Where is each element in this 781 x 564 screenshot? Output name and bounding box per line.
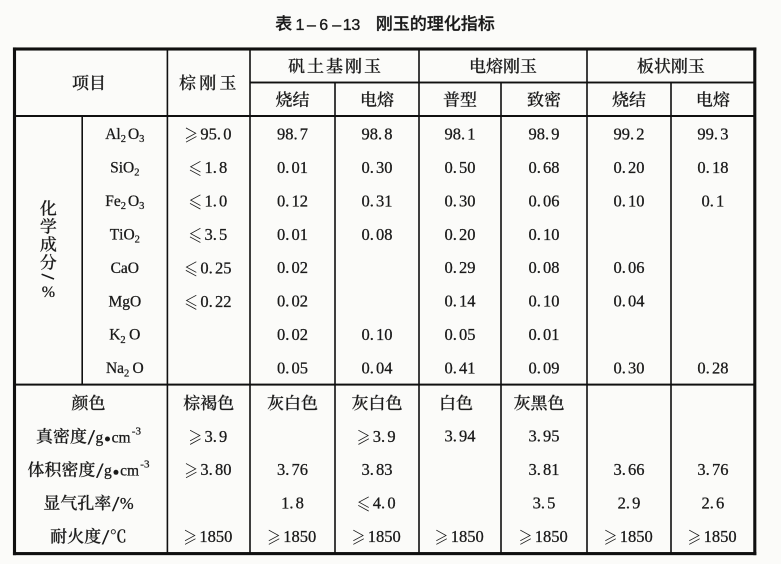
svg-text:2: 2 [134, 168, 139, 179]
svg-text:O: O [128, 193, 139, 210]
svg-text:0.02: 0.02 [277, 292, 308, 311]
svg-text:3.76: 3.76 [277, 460, 308, 479]
svg-text:0.31: 0.31 [361, 191, 392, 210]
svg-text:1.8: 1.8 [281, 493, 304, 512]
svg-text:0.05: 0.05 [444, 325, 475, 344]
svg-text:0.01: 0.01 [277, 225, 308, 244]
svg-text:0.04: 0.04 [361, 359, 392, 378]
svg-text:2: 2 [121, 134, 126, 145]
svg-text:Na: Na [106, 360, 124, 377]
svg-text:1850: 1850 [535, 527, 568, 546]
svg-text:O: O [129, 327, 140, 344]
svg-text:0.01: 0.01 [528, 325, 559, 344]
svg-text:3: 3 [139, 201, 144, 212]
svg-text:0.30: 0.30 [613, 359, 644, 378]
svg-text:0.08: 0.08 [361, 225, 392, 244]
svg-text:1.8: 1.8 [204, 158, 227, 177]
svg-text:cm: cm [120, 463, 139, 480]
svg-text:0.20: 0.20 [613, 158, 644, 177]
svg-text:2: 2 [121, 201, 126, 212]
svg-text:0.14: 0.14 [444, 292, 475, 311]
svg-text:0.05: 0.05 [277, 359, 308, 378]
svg-text:0.08: 0.08 [528, 258, 559, 277]
svg-text:0.30: 0.30 [444, 191, 475, 210]
svg-text:0.02: 0.02 [277, 325, 308, 344]
svg-text:0.10: 0.10 [361, 325, 392, 344]
svg-text:98.8: 98.8 [361, 124, 392, 143]
svg-text:2: 2 [120, 335, 125, 346]
svg-text:TiO: TiO [110, 226, 135, 243]
svg-text:3.81: 3.81 [528, 460, 559, 479]
svg-text:O: O [128, 126, 139, 143]
svg-text:0.01: 0.01 [277, 158, 308, 177]
svg-text:-3: -3 [140, 459, 150, 471]
svg-text:-3: -3 [132, 425, 142, 437]
svg-text:0.06: 0.06 [528, 191, 559, 210]
svg-text:SiO: SiO [110, 159, 134, 176]
svg-text:3.95: 3.95 [528, 427, 559, 446]
svg-text:0.04: 0.04 [613, 292, 644, 311]
svg-text:1850: 1850 [451, 527, 484, 546]
svg-text:1850: 1850 [199, 527, 232, 546]
svg-text:1.0: 1.0 [204, 192, 227, 211]
svg-text:3.9: 3.9 [204, 427, 227, 446]
svg-text:CaO: CaO [111, 260, 139, 277]
svg-text:95.0: 95.0 [200, 125, 231, 144]
svg-text:0.22: 0.22 [200, 292, 231, 311]
svg-text:g: g [104, 463, 112, 480]
svg-text:0.10: 0.10 [528, 292, 559, 311]
svg-text:99.3: 99.3 [697, 124, 728, 143]
svg-text:0.1: 0.1 [701, 191, 724, 210]
svg-text:3.66: 3.66 [613, 460, 644, 479]
svg-text:0.06: 0.06 [613, 258, 644, 277]
svg-text:1850: 1850 [368, 527, 401, 546]
svg-text:98.9: 98.9 [528, 124, 559, 143]
svg-text:3.83: 3.83 [361, 460, 392, 479]
svg-text:0.10: 0.10 [613, 191, 644, 210]
svg-text:K: K [109, 327, 121, 344]
svg-text:2.9: 2.9 [618, 493, 641, 512]
svg-text:4.0: 4.0 [373, 494, 396, 513]
svg-text:1–6–13: 1–6–13 [296, 17, 361, 34]
svg-text:%: % [120, 494, 134, 513]
svg-text:3: 3 [139, 134, 144, 145]
svg-text:0.30: 0.30 [361, 158, 392, 177]
svg-text:g: g [96, 429, 104, 446]
svg-text:0.50: 0.50 [444, 158, 475, 177]
svg-text:0.18: 0.18 [697, 158, 728, 177]
svg-text:3.80: 3.80 [200, 460, 231, 479]
svg-text:0.12: 0.12 [277, 191, 308, 210]
svg-text:0.28: 0.28 [697, 359, 728, 378]
svg-text:0.02: 0.02 [277, 258, 308, 277]
svg-text:1850: 1850 [704, 527, 737, 546]
svg-text:3.9: 3.9 [373, 427, 396, 446]
svg-text:1850: 1850 [283, 527, 316, 546]
svg-text:0.25: 0.25 [200, 258, 231, 277]
svg-text:0.68: 0.68 [528, 158, 559, 177]
svg-text:0.41: 0.41 [444, 359, 475, 378]
svg-text:0.20: 0.20 [444, 225, 475, 244]
svg-text:3.5: 3.5 [533, 493, 556, 512]
svg-text:98.7: 98.7 [277, 124, 308, 143]
svg-text:99.2: 99.2 [613, 124, 644, 143]
svg-text:0.29: 0.29 [444, 258, 475, 277]
svg-text:98.1: 98.1 [444, 124, 475, 143]
svg-text:Al: Al [105, 126, 121, 143]
svg-text:2.6: 2.6 [701, 493, 724, 512]
svg-text:2: 2 [124, 368, 129, 379]
svg-text:3.76: 3.76 [697, 460, 728, 479]
svg-text:3.5: 3.5 [204, 225, 227, 244]
svg-text:%: % [42, 284, 55, 301]
svg-text:O: O [132, 360, 143, 377]
svg-text:2: 2 [135, 235, 140, 246]
svg-text:0.09: 0.09 [528, 359, 559, 378]
svg-text:Fe: Fe [105, 193, 121, 210]
svg-text:0.10: 0.10 [528, 225, 559, 244]
svg-text:cm: cm [112, 429, 131, 446]
svg-text:1850: 1850 [620, 527, 653, 546]
svg-text:MgO: MgO [108, 293, 141, 310]
svg-text:3.94: 3.94 [444, 427, 475, 446]
